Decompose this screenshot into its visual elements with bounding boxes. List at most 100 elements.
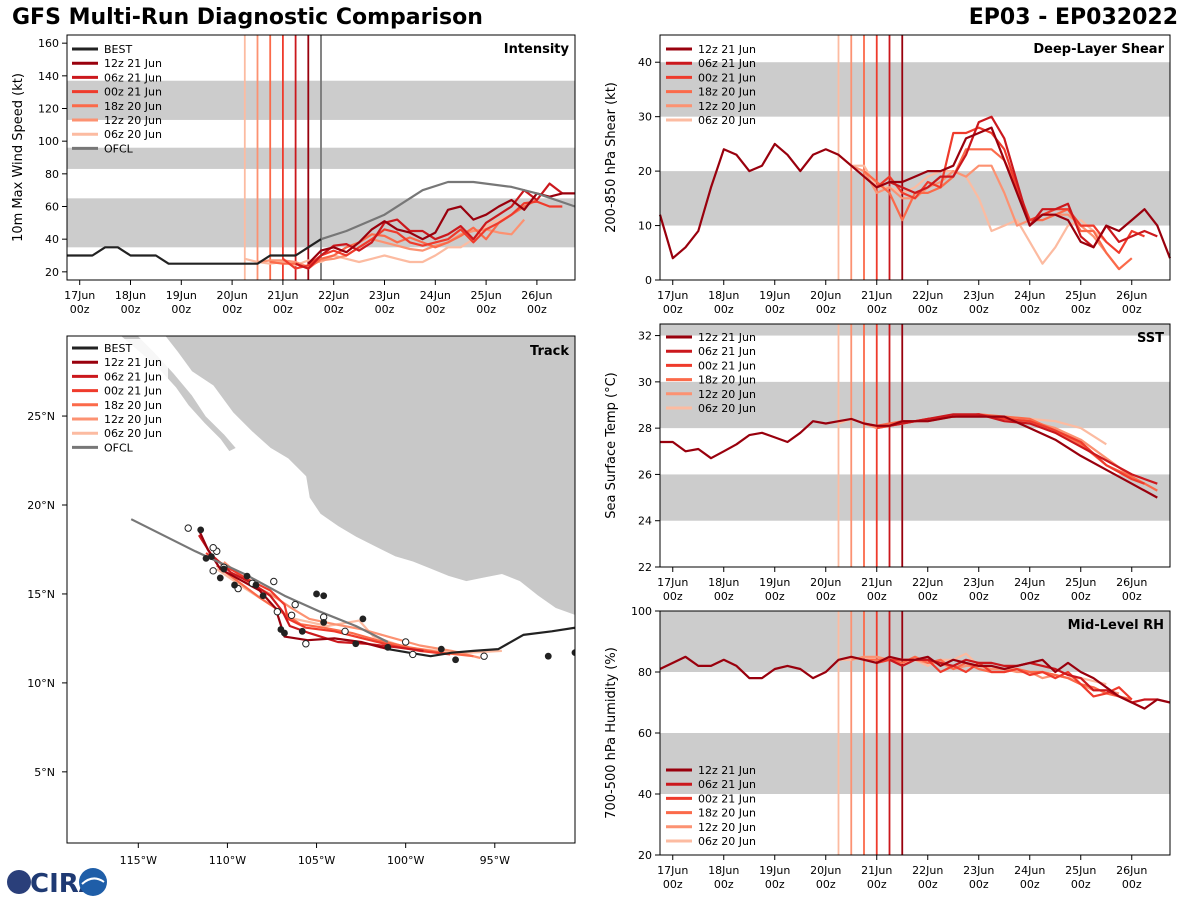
shear-xtick-day: 20Jun: [810, 289, 841, 302]
sst-xtick-day: 18Jun: [708, 576, 739, 589]
intensity-xtick-day: 25Jun: [471, 289, 502, 302]
track-legend-label: 12z 20 Jun: [104, 413, 162, 426]
intensity-xtick-day: 18Jun: [115, 289, 146, 302]
intensity-ytick-label: 120: [38, 103, 59, 116]
rh-xtick-day: 21Jun: [861, 864, 892, 877]
figure-title: GFS Multi-Run Diagnostic Comparison: [12, 5, 483, 30]
sst-xtick-hour: 00z: [765, 590, 785, 603]
track-panel: 115°W 110°W 105°W 100°W 95°W 5°N 10°N 15°N 20°N 2…: [27, 335, 594, 867]
rh-legend-label: 06z 20 Jun: [698, 835, 756, 848]
best-point: [437, 645, 445, 653]
rh-xtick-hour: 00z: [816, 878, 836, 891]
rh-xtick-hour: 00z: [714, 878, 734, 891]
intensity-xtick-day: 23Jun: [369, 289, 400, 302]
rh-ytick-label: 80: [638, 666, 652, 679]
ofcl-point: [184, 524, 192, 532]
rh-ylabel: 700-500 hPa Humidity (%): [604, 647, 619, 819]
rh-xtick-hour: 00z: [765, 878, 785, 891]
rh-xtick-day: 25Jun: [1065, 864, 1096, 877]
shear-legend-label: 12z 20 Jun: [698, 100, 756, 113]
shear-xtick-hour: 00z: [1122, 303, 1142, 316]
shear-xtick-day: 18Jun: [708, 289, 739, 302]
rh-legend-label: 12z 21 Jun: [698, 764, 756, 777]
track-ytick-label: 5°N: [34, 766, 55, 779]
intensity-xtick-day: 22Jun: [318, 289, 349, 302]
shear-xtick-hour: 00z: [969, 303, 989, 316]
shear-xtick-hour: 00z: [918, 303, 938, 316]
sst-xtick-hour: 00z: [867, 590, 887, 603]
sst-ytick-label: 24: [638, 515, 652, 528]
rh-xtick-day: 18Jun: [708, 864, 739, 877]
sst-xtick-day: 23Jun: [963, 576, 994, 589]
track-ytick-label: 25°N: [27, 410, 55, 423]
intensity-series-line: [67, 238, 322, 265]
shear-frame: [659, 34, 1171, 281]
rh-xtick-day: 23Jun: [963, 864, 994, 877]
ofcl-point: [291, 600, 299, 609]
intensity-legend-label: OFCL: [104, 142, 134, 155]
ofcl-point: [588, 649, 594, 655]
shear-panel: 01020304017Jun00z18Jun00z19Jun00z20Jun00…: [604, 34, 1172, 316]
intensity-ytick-label: 20: [45, 266, 59, 279]
sst-band: [660, 324, 1170, 336]
sst-xtick-day: 21Jun: [861, 576, 892, 589]
track-title: Track: [530, 344, 569, 359]
shear-ytick-label: 40: [638, 56, 652, 69]
rh-xtick-hour: 00z: [1020, 878, 1040, 891]
sst-frame: [659, 323, 1171, 568]
intensity-ytick-label: 60: [45, 201, 59, 214]
intensity-ytick-label: 160: [38, 37, 59, 50]
intensity-title: Intensity: [504, 42, 570, 57]
sst-xtick-day: 22Jun: [912, 576, 943, 589]
sst-legend-label: 18z 20 Jun: [698, 374, 756, 387]
cira-logo-swoosh: [81, 877, 105, 885]
shear-legend-label: 06z 20 Jun: [698, 114, 756, 127]
best-point: [231, 581, 238, 589]
shear-xtick-hour: 00z: [663, 303, 683, 316]
shear-legend-label: 12z 21 Jun: [698, 43, 756, 56]
sst-legend-label: 06z 21 Jun: [698, 345, 756, 358]
shear-legend-label: 06z 21 Jun: [698, 57, 756, 70]
best-point: [277, 626, 285, 633]
track-legend-label: 18z 20 Jun: [104, 399, 162, 412]
rh-xtick-hour: 00z: [867, 878, 887, 891]
sst-xtick-day: 24Jun: [1014, 576, 1045, 589]
rh-xtick-day: 22Jun: [912, 864, 943, 877]
track-line: [216, 564, 474, 658]
intensity-xtick-day: 21Jun: [267, 289, 298, 302]
best-point: [216, 574, 224, 582]
best-point: [243, 572, 251, 580]
track-xtick-label: 110°W: [209, 854, 246, 867]
shear-xtick-day: 25Jun: [1065, 289, 1096, 302]
shear-xtick-hour: 00z: [1071, 303, 1091, 316]
track-xtick-label: 95°W: [480, 854, 510, 867]
ofcl-point: [287, 611, 296, 619]
ofcl-point: [209, 543, 217, 552]
track-legend-label: BEST: [104, 342, 132, 355]
sst-xtick-day: 26Jun: [1116, 576, 1147, 589]
track-ytick-label: 10°N: [27, 677, 55, 690]
sst-xtick-day: 17Jun: [657, 576, 688, 589]
intensity-ytick-label: 100: [38, 135, 59, 148]
rh-panel: 2040608010017Jun00z18Jun00z19Jun00z20Jun…: [604, 605, 1171, 891]
cira-logo-globe-right: [79, 868, 107, 896]
track-xtick-label: 100°W: [387, 854, 424, 867]
shear-series-line: [863, 148, 1133, 271]
sst-band: [660, 474, 1170, 521]
best-point: [298, 627, 306, 635]
cira-logo: CIRA: [4, 866, 108, 899]
shear-xtick-day: 24Jun: [1014, 289, 1045, 302]
rh-xtick-hour: 00z: [1122, 878, 1142, 891]
rh-xtick-hour: 00z: [1071, 878, 1091, 891]
shear-xtick-hour: 00z: [1020, 303, 1040, 316]
best-point: [384, 643, 392, 651]
shear-xtick-day: 17Jun: [657, 289, 688, 302]
best-point: [202, 554, 210, 562]
shear-xtick-day: 26Jun: [1116, 289, 1147, 302]
intensity-legend-label: BEST: [104, 43, 132, 56]
shear-legend-label: 00z 21 Jun: [698, 71, 756, 84]
shear-title: Deep-Layer Shear: [1033, 42, 1164, 57]
